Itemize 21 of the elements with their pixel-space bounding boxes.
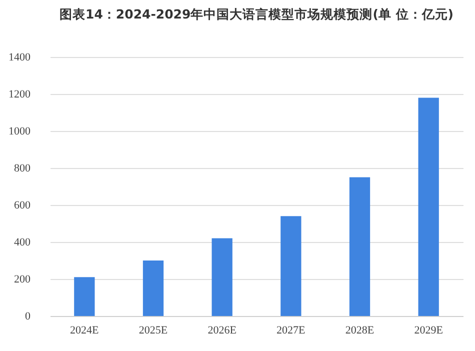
bar — [74, 277, 95, 316]
x-tick-label: 2029E — [414, 324, 444, 336]
bar — [349, 177, 370, 316]
x-tick-label: 2027E — [276, 324, 306, 336]
y-tick-label: 400 — [14, 236, 31, 248]
y-tick-label: 1000 — [8, 126, 31, 138]
y-tick-label: 200 — [14, 274, 31, 286]
x-tick-label: 2025E — [138, 324, 168, 336]
chart-title: 图表14：2024-2029年中国大语言模型市场规模预测(单 位：亿元) — [60, 6, 454, 22]
y-tick-label: 600 — [14, 200, 31, 212]
bar — [212, 238, 232, 316]
y-tick-label: 1400 — [8, 52, 31, 64]
y-tick-label: 1200 — [8, 88, 31, 100]
x-tick-label: 2026E — [208, 324, 237, 336]
y-tick-label: 0 — [25, 310, 31, 322]
x-tick-label: 2028E — [345, 324, 374, 336]
bar — [280, 216, 302, 316]
bar — [142, 260, 164, 316]
bar — [418, 98, 439, 316]
y-tick-label: 800 — [14, 162, 31, 174]
x-tick-label: 2024E — [70, 324, 100, 336]
